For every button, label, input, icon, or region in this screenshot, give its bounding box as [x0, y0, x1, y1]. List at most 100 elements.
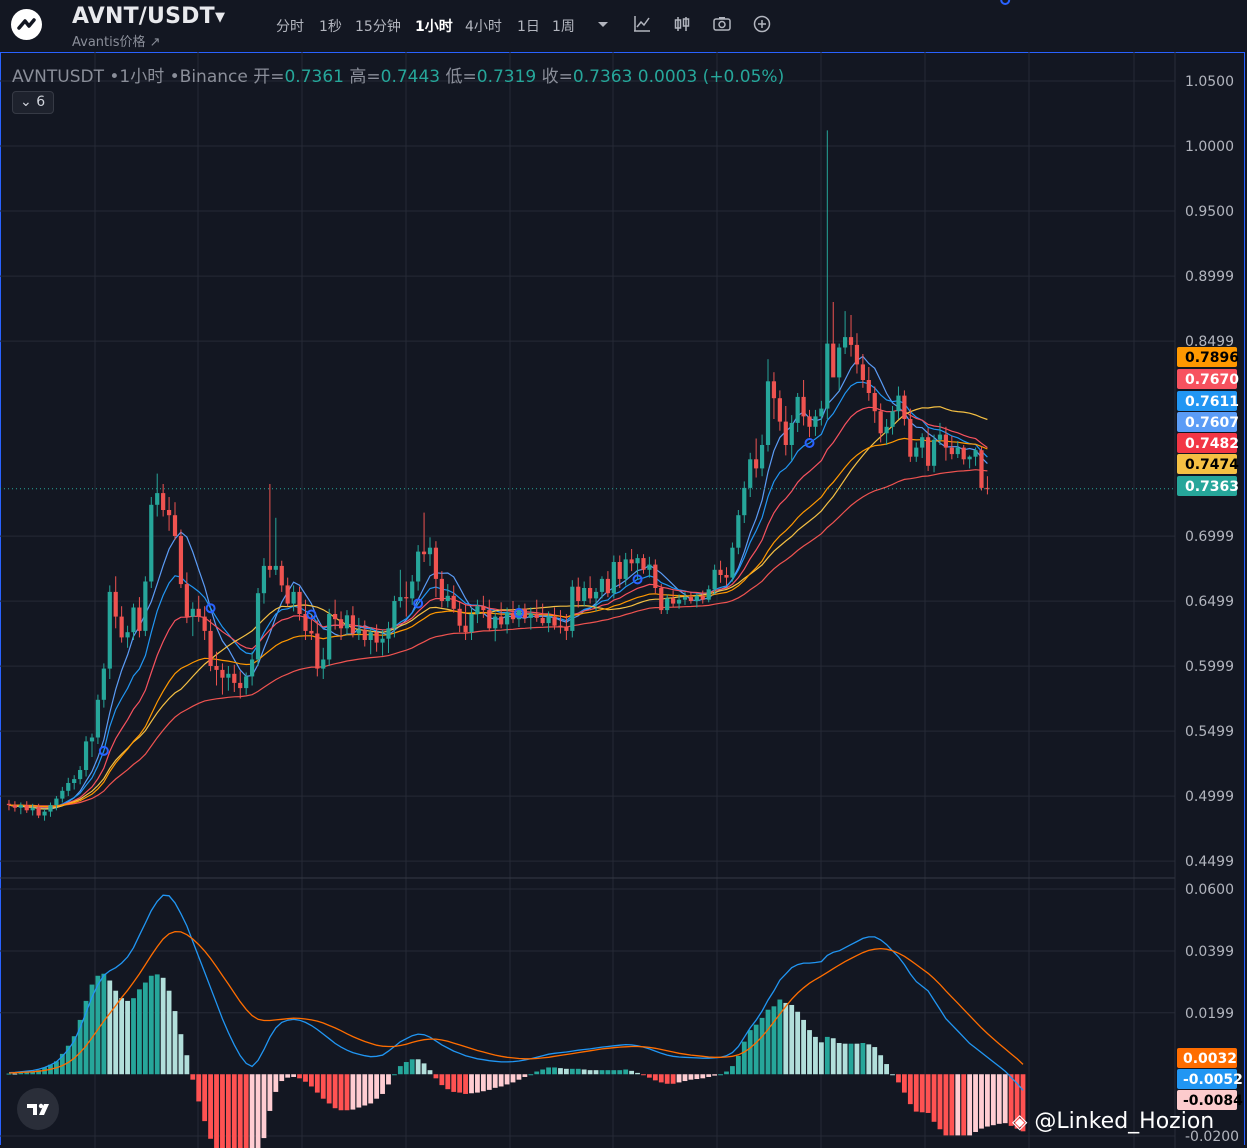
macd-histogram-bar — [635, 1072, 640, 1075]
candle-body — [410, 581, 415, 599]
macd-histogram-bar — [593, 1070, 599, 1075]
macd-histogram-bar — [747, 1030, 753, 1075]
candle-body — [166, 510, 172, 516]
candle-body — [605, 578, 610, 594]
candle-body — [433, 547, 439, 579]
macd-histogram-bar — [694, 1074, 700, 1080]
macd-histogram-bar — [807, 1030, 812, 1075]
candle-body — [558, 625, 563, 627]
add-icon[interactable] — [752, 14, 772, 34]
candle-body — [629, 559, 634, 564]
macd-histogram-bar — [587, 1070, 593, 1075]
timeframe-tick[interactable]: 分时 — [276, 19, 304, 35]
candle-body — [380, 638, 385, 643]
timeframe-1w[interactable]: 1周 — [552, 19, 575, 35]
ma-line-pink — [8, 406, 988, 808]
timeframe-more-icon[interactable] — [593, 14, 613, 34]
price-tag-bg — [1177, 391, 1237, 411]
candle-body — [807, 416, 812, 427]
candle-body — [546, 616, 551, 624]
macd-histogram-bar — [866, 1044, 872, 1075]
candle-body — [78, 770, 83, 780]
macd-histogram-bar — [77, 1019, 83, 1075]
timeframe-1d[interactable]: 1日 — [517, 19, 540, 35]
candle-body — [48, 805, 53, 812]
macd-histogram-bar — [670, 1074, 676, 1084]
indicator-chart-icon[interactable] — [632, 14, 652, 34]
macd-histogram-bar — [818, 1042, 824, 1075]
logo-icon — [17, 18, 36, 30]
symbol-subtitle[interactable]: Avantis价格 ↗ — [72, 35, 161, 50]
candle-body — [475, 606, 480, 614]
macd-histogram-bar — [314, 1074, 320, 1093]
macd-histogram-bar — [872, 1047, 878, 1075]
candle-body — [356, 629, 361, 634]
candle-body — [831, 343, 836, 378]
macd-histogram-bar — [813, 1036, 818, 1075]
macd-histogram-bar — [498, 1074, 504, 1087]
macd-histogram-bar — [949, 1074, 955, 1136]
candle-body — [801, 396, 806, 417]
macd-histogram-bar — [795, 1011, 801, 1075]
legend-close: 0.7363 — [572, 67, 633, 87]
macd-histogram-bar — [71, 1036, 77, 1075]
macd-histogram-bar — [475, 1074, 480, 1093]
macd-histogram-bar — [581, 1069, 587, 1075]
macd-histogram-bar — [700, 1074, 706, 1079]
macd-tag-label: -0.0084 — [1183, 1093, 1243, 1109]
candle-body — [368, 632, 373, 640]
macd-histogram-bar — [955, 1074, 961, 1136]
macd-histogram-bar — [771, 1006, 777, 1075]
macd-histogram-bar — [741, 1041, 747, 1075]
candle-body — [724, 575, 729, 578]
tradingview-logo[interactable] — [17, 1088, 59, 1130]
candle-body — [641, 558, 646, 570]
macd-histogram-bar — [724, 1071, 729, 1075]
price-axis[interactable]: 1.0500 1.0000 0.9500 0.8999 0.8499 0.6999 0.64… — [1185, 74, 1239, 1145]
price-tag-bg — [1177, 476, 1237, 496]
candle-body — [66, 783, 71, 791]
candle-body — [920, 437, 925, 448]
symbol-dropdown-icon[interactable]: ▼ — [215, 10, 225, 25]
macd-histogram-bar — [95, 975, 101, 1075]
signal-circle-marker — [632, 574, 643, 585]
candle-body — [884, 426, 889, 434]
macd-histogram-bar — [89, 984, 95, 1075]
candle-body — [902, 395, 907, 419]
candle-body — [83, 741, 89, 770]
candle-type-icon[interactable] — [672, 14, 692, 34]
app-logo[interactable] — [11, 9, 42, 40]
candle-body — [896, 395, 901, 412]
tradingview-icon — [27, 1103, 49, 1115]
candle-body — [404, 597, 409, 599]
candle-body — [890, 411, 895, 427]
candle-body — [700, 595, 705, 600]
candle-body — [89, 737, 95, 742]
candle-body — [599, 578, 605, 592]
macd-histogram-bar — [611, 1070, 617, 1075]
macd-histogram-bar — [83, 1000, 89, 1075]
macd-histogram-bar — [552, 1067, 557, 1075]
macd-histogram-bar — [184, 1055, 190, 1075]
macd-histogram-bar — [243, 1074, 249, 1148]
candle-body — [671, 598, 676, 604]
timeframe-1h[interactable]: 1小时 — [415, 19, 453, 35]
legend-open-label: 开= — [253, 67, 285, 87]
symbol-title[interactable]: AVNT/USDT — [72, 4, 215, 29]
timeframe-4h[interactable]: 4小时 — [465, 19, 502, 35]
candle-body — [914, 447, 919, 457]
candle-body — [926, 437, 931, 466]
candle-body — [273, 565, 278, 570]
macd-histogram-bar — [884, 1064, 890, 1075]
macd-histogram-bar — [824, 1036, 830, 1075]
timeframe-15m[interactable]: 15分钟 — [355, 19, 401, 35]
camera-icon[interactable] — [712, 14, 732, 34]
candle-body — [516, 608, 522, 620]
price-tag-label: 0.7670 — [1185, 372, 1239, 388]
price-tag-bg — [1177, 433, 1237, 453]
indicator-toggle-button[interactable]: ⌄ 6 — [12, 91, 54, 114]
signal-circle-marker — [205, 603, 216, 614]
timeframe-1s[interactable]: 1秒 — [319, 19, 342, 35]
macd-histogram-bar — [285, 1074, 291, 1078]
